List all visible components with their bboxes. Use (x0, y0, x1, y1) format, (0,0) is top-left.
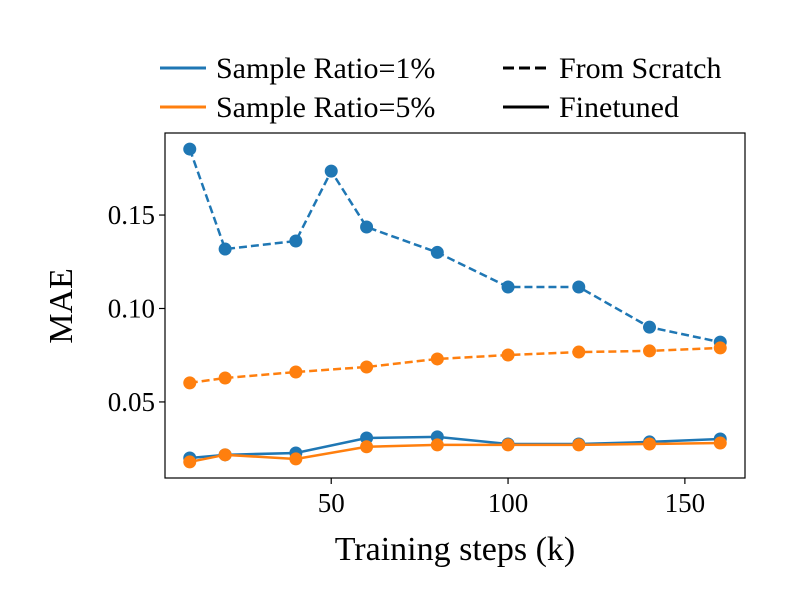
point (430, 438, 444, 452)
point (713, 341, 727, 355)
y-tick-label: 0.10 (108, 293, 155, 323)
point (218, 371, 232, 385)
point (501, 348, 515, 362)
point (289, 234, 303, 248)
point (572, 345, 586, 359)
point (360, 220, 374, 234)
point (289, 365, 303, 379)
point (643, 320, 657, 334)
x-axis-label: Training steps (k) (335, 531, 576, 568)
legend-label: Sample Ratio=5% (216, 91, 435, 124)
point (218, 242, 232, 256)
legend-label: Finetuned (559, 91, 679, 124)
legend-label: From Scratch (559, 52, 721, 85)
plot-frame (164, 132, 746, 479)
point (501, 280, 515, 294)
point (183, 455, 197, 469)
point (183, 376, 197, 390)
point (572, 438, 586, 452)
point (430, 245, 444, 259)
point (572, 280, 586, 294)
line (189, 435, 721, 460)
point (501, 438, 515, 452)
point (218, 448, 232, 462)
y-tick-label: 0.15 (108, 200, 155, 230)
y-tick-label: 0.05 (108, 387, 155, 417)
x-tick-label: 150 (665, 488, 706, 518)
legend-label: Sample Ratio=1% (216, 52, 435, 85)
point (643, 437, 657, 451)
x-tick-label: 50 (318, 488, 345, 518)
point (324, 164, 338, 178)
point (430, 352, 444, 366)
point (643, 344, 657, 358)
point (183, 142, 197, 156)
x-tick-label: 100 (488, 488, 529, 518)
point (713, 436, 727, 450)
line (188, 148, 721, 344)
point (360, 360, 374, 374)
point (360, 440, 374, 454)
y-axis-label: MAE (43, 268, 80, 344)
point (289, 452, 303, 466)
line (189, 346, 721, 385)
